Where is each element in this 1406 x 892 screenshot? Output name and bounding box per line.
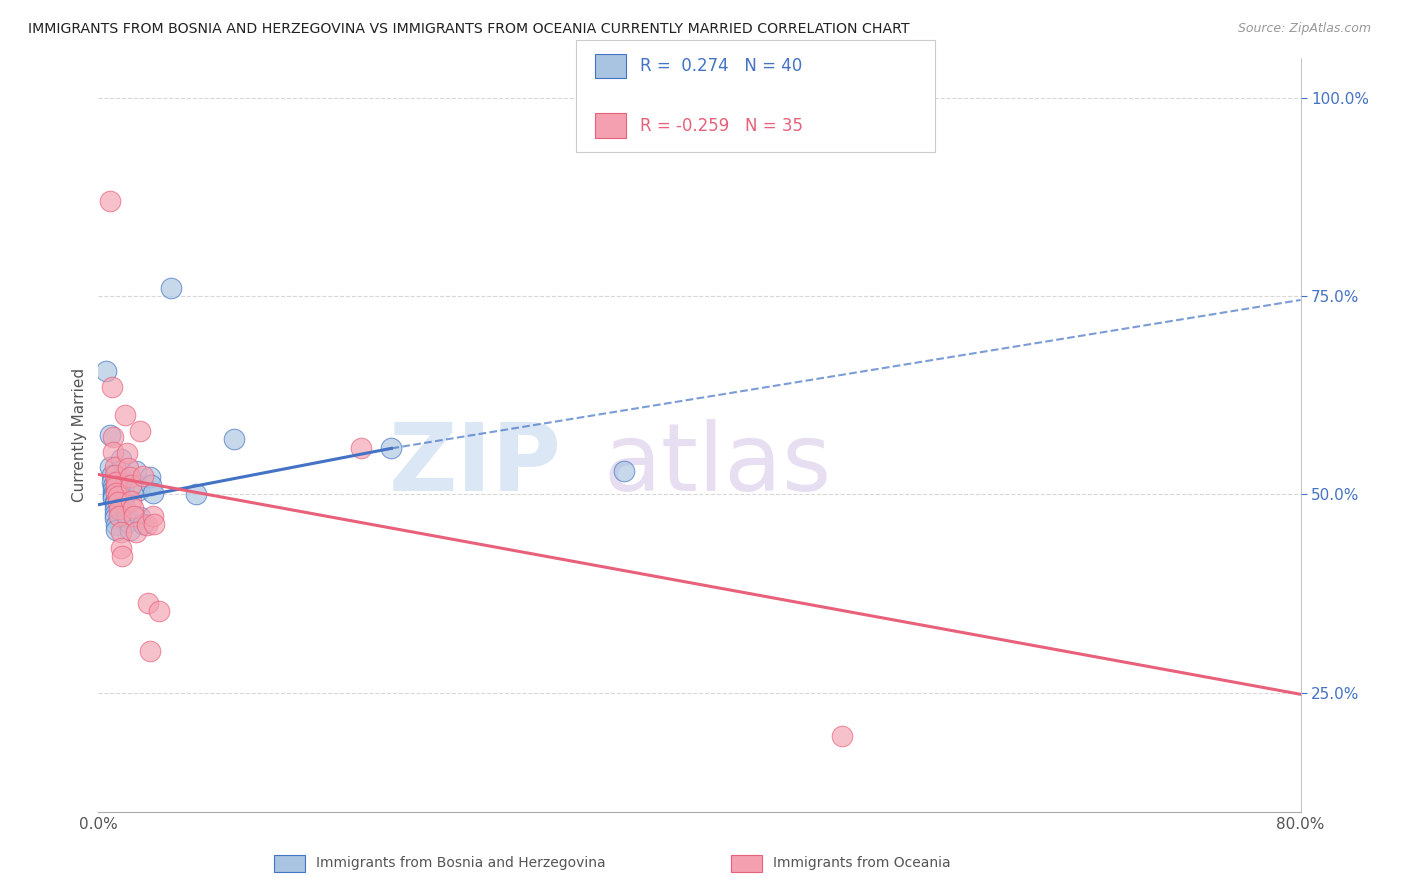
Point: [108, 501, 131, 516]
Point: [138, 470, 160, 484]
Point: [135, 517, 157, 532]
Point: [105, 485, 128, 500]
Point: [121, 478, 143, 492]
Point: [104, 501, 127, 516]
Point: [107, 489, 129, 503]
Y-axis label: Currently Married: Currently Married: [72, 368, 87, 502]
Point: [111, 549, 134, 564]
Point: [100, 194, 122, 208]
Point: [105, 523, 128, 537]
Point: [132, 469, 155, 483]
Point: [141, 508, 163, 523]
Text: Source: ZipAtlas.com: Source: ZipAtlas.com: [1237, 22, 1371, 36]
Point: [148, 604, 170, 618]
Point: [104, 507, 127, 521]
Point: [103, 430, 125, 444]
Point: [103, 491, 125, 506]
Point: [125, 464, 148, 478]
Point: [115, 509, 138, 524]
Point: [111, 475, 134, 490]
Text: atlas: atlas: [603, 419, 831, 511]
Point: [110, 451, 132, 466]
Point: [101, 467, 124, 482]
Point: [380, 442, 402, 456]
Point: [103, 445, 125, 459]
Text: IMMIGRANTS FROM BOSNIA AND HERZEGOVINA VS IMMIGRANTS FROM OCEANIA CURRENTLY MARR: IMMIGRANTS FROM BOSNIA AND HERZEGOVINA V…: [28, 22, 910, 37]
Point: [110, 541, 132, 556]
Point: [124, 508, 146, 523]
Point: [101, 475, 124, 490]
Point: [159, 281, 181, 295]
Point: [105, 479, 128, 493]
Text: R =  0.274   N = 40: R = 0.274 N = 40: [640, 57, 801, 75]
Point: [143, 516, 166, 531]
Point: [105, 517, 128, 532]
Point: [114, 500, 136, 515]
Point: [831, 730, 853, 744]
Point: [118, 523, 141, 537]
Text: Immigrants from Oceania: Immigrants from Oceania: [773, 856, 950, 871]
Point: [104, 497, 127, 511]
Point: [111, 471, 134, 485]
Text: ZIP: ZIP: [388, 419, 561, 511]
Point: [132, 516, 155, 531]
Point: [103, 483, 125, 498]
Point: [104, 511, 127, 525]
Point: [128, 483, 150, 498]
Point: [222, 432, 245, 446]
Point: [114, 408, 136, 422]
Point: [103, 479, 125, 493]
Point: [110, 525, 132, 540]
Point: [112, 485, 135, 500]
Point: [101, 380, 124, 394]
Text: Immigrants from Bosnia and Herzegovina: Immigrants from Bosnia and Herzegovina: [316, 856, 606, 871]
Point: [122, 500, 145, 515]
Point: [139, 478, 162, 492]
Point: [104, 495, 127, 509]
Point: [105, 475, 128, 490]
Point: [114, 489, 136, 503]
Point: [118, 470, 141, 484]
Point: [125, 524, 148, 539]
Point: [129, 424, 152, 438]
Point: [107, 495, 129, 509]
Point: [136, 596, 159, 610]
Point: [129, 509, 152, 524]
Point: [100, 459, 122, 474]
Point: [112, 479, 135, 493]
Point: [104, 459, 127, 474]
Point: [100, 428, 122, 442]
Point: [108, 508, 131, 523]
Point: [94, 364, 117, 378]
Point: [117, 461, 139, 475]
Point: [350, 442, 373, 456]
Point: [127, 478, 149, 492]
Point: [121, 493, 143, 508]
Point: [103, 489, 125, 503]
Point: [104, 467, 127, 482]
Point: [103, 487, 125, 501]
Point: [141, 485, 163, 500]
Point: [115, 446, 138, 460]
Point: [613, 464, 636, 478]
Point: [184, 487, 207, 501]
Point: [117, 515, 139, 529]
Point: [138, 643, 160, 657]
Text: R = -0.259   N = 35: R = -0.259 N = 35: [640, 117, 803, 135]
